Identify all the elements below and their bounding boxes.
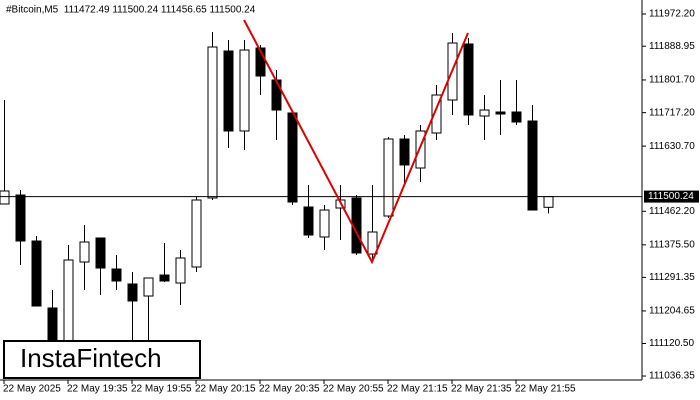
y-tick-label: 111801.70 [649, 75, 695, 86]
candle-body [415, 130, 426, 169]
logo-box [3, 340, 201, 379]
chart-title: #Bitcoin,M5 111472.49 111500.24 111456.6… [6, 5, 256, 16]
y-tick-label: 111120.50 [649, 338, 694, 349]
current-price-label: 111500.24 [648, 191, 694, 202]
x-tick-label: 22 May 21:55 [515, 384, 576, 395]
candle-body [287, 112, 298, 203]
x-tick-label: 22 May 20:15 [195, 384, 256, 395]
candle-body [543, 196, 554, 208]
x-tick-label: 22 May 21:35 [451, 384, 512, 395]
candle-body [399, 138, 410, 166]
candle-body [319, 209, 330, 238]
candle-body [303, 206, 314, 236]
candle-body [111, 268, 122, 282]
candle-body [143, 277, 154, 297]
y-tick-label: 111204.65 [649, 306, 695, 317]
y-tick-label: 111462.20 [649, 206, 695, 217]
candle-body [15, 194, 26, 242]
candle-body [239, 49, 250, 132]
y-tick-label: 111717.20 [649, 107, 695, 118]
candle-body [479, 109, 490, 117]
candle-body [223, 50, 234, 132]
candle-body [431, 94, 442, 134]
candle-body [271, 79, 282, 111]
current-price-box [644, 190, 699, 203]
candle-body [383, 138, 394, 217]
candle-body [159, 274, 170, 282]
x-tick-label: 22 May 19:35 [67, 384, 128, 395]
candle-body [79, 241, 90, 263]
candle-body [207, 46, 218, 199]
candle-body [127, 283, 138, 302]
candle-body [0, 190, 10, 205]
candle-body [367, 231, 378, 255]
x-tick-label: 22 May 20:55 [323, 384, 384, 395]
candle-body [495, 111, 506, 115]
y-tick-label: 111972.20 [649, 9, 695, 20]
pattern-line [243, 19, 469, 265]
candle-body [527, 120, 538, 211]
x-tick-label: 22 May 2025 [3, 384, 61, 395]
candle-body [191, 199, 202, 268]
candle-body [31, 240, 42, 307]
y-tick-label: 111036.35 [649, 371, 695, 382]
candle-body [95, 237, 106, 269]
y-tick-label: 111375.50 [649, 239, 695, 250]
x-tick-label: 22 May 19:55 [131, 384, 192, 395]
logo-text: InstaFintech [20, 343, 162, 373]
candle-body [511, 111, 522, 123]
x-tick-label: 22 May 21:15 [387, 384, 448, 395]
candle-body [255, 47, 266, 77]
x-tick-label: 22 May 20:35 [259, 384, 320, 395]
y-tick-label: 111888.95 [649, 41, 695, 52]
y-tick-label: 111291.35 [649, 272, 695, 283]
candle-body [175, 257, 186, 284]
y-tick-label: 111630.70 [649, 141, 695, 152]
candle-body [463, 43, 474, 116]
